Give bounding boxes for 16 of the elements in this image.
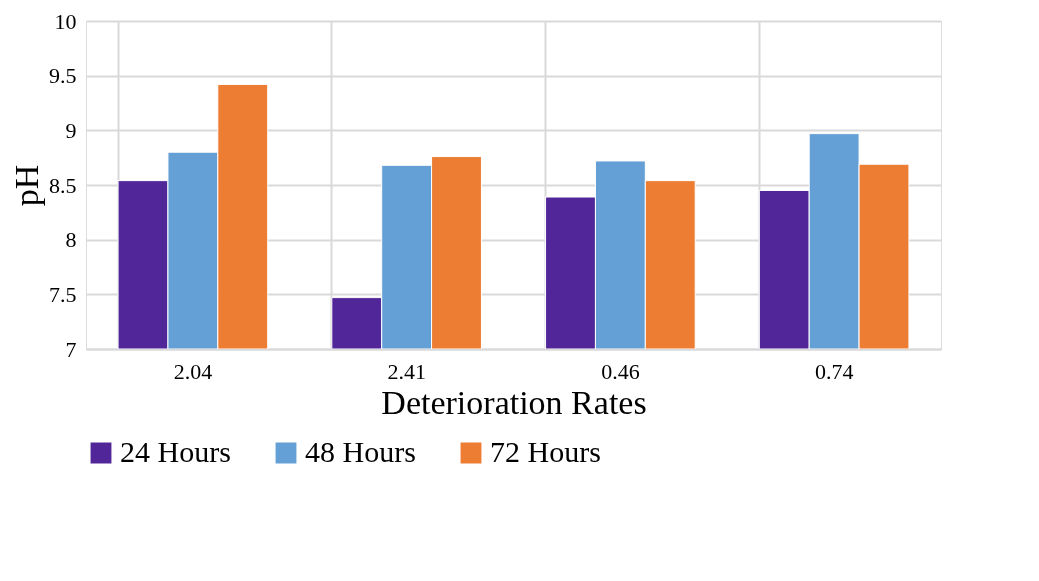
y-tick-label: 9 [65, 117, 77, 143]
x-tick-label: 0.46 [601, 358, 640, 384]
y-tick-label: 10 [54, 8, 77, 34]
y-tick-label: 8.5 [49, 172, 77, 198]
x-tick-label: 0.74 [814, 358, 854, 384]
x-axis-title: Deterioration Rates [381, 383, 647, 421]
x-tick-label: 2.41 [387, 358, 426, 384]
y-tick-label: 8 [65, 227, 77, 253]
y-tick-label: 7 [65, 336, 77, 362]
legend-label: 48 Hours [305, 435, 416, 468]
y-tick-label: 7.5 [49, 281, 77, 307]
y-tick-label: 9.5 [49, 63, 77, 89]
x-tick-label: 2.04 [173, 358, 213, 384]
legend-label: 72 Hours [490, 435, 601, 468]
y-axis-title: pH [8, 164, 45, 207]
legend-label: 24 Hours [120, 435, 231, 468]
